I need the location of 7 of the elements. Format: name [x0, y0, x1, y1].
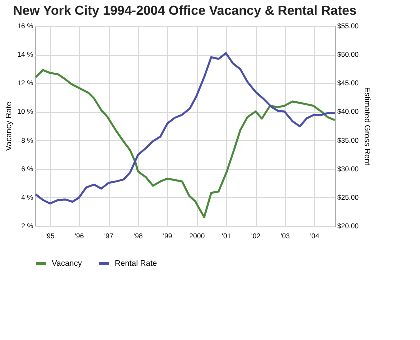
legend-label: Vacancy [52, 258, 82, 268]
legend-label: Rental Rate [115, 258, 158, 268]
line-series [34, 69, 336, 218]
y-axis-title: Vacancy Rate [4, 101, 14, 152]
y2-axis-title: Estimated Gross Rent [362, 87, 372, 166]
line-series [34, 52, 336, 205]
chart-title: New York City 1994-2004 Office Vacancy & Rental Rates [13, 3, 357, 18]
